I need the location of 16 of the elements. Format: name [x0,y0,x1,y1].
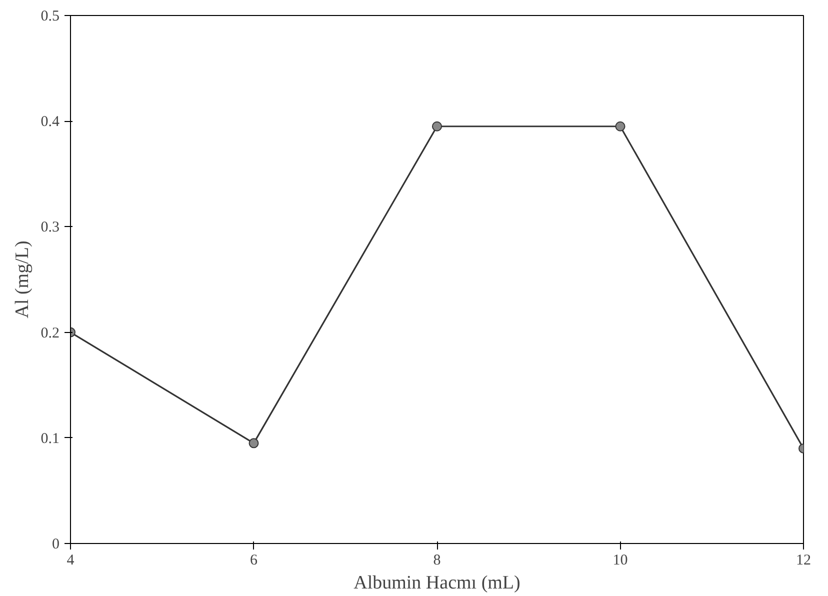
x-axis-title: Albumin Hacmı (mL) [354,572,520,594]
point [615,121,626,132]
x-tick-label: 4 [66,552,75,568]
y-tick-label: 0.2 [40,325,60,342]
x-tick-label: 12 [796,552,811,568]
y-axis-title: Al (mg/L) [12,240,33,318]
y-tick-label: 0 [52,536,60,552]
y-tick-label: 0.4 [40,114,60,130]
x-tick-label: 10 [612,552,628,568]
point [432,121,442,132]
point [248,438,259,448]
y-tick-label: 0.1 [40,430,60,447]
x-tick-label: 8 [433,552,441,568]
x-tick-label: 6 [250,552,258,568]
y-tick-label: 0.5 [40,8,60,24]
y-tick-label: 0.3 [40,220,60,236]
